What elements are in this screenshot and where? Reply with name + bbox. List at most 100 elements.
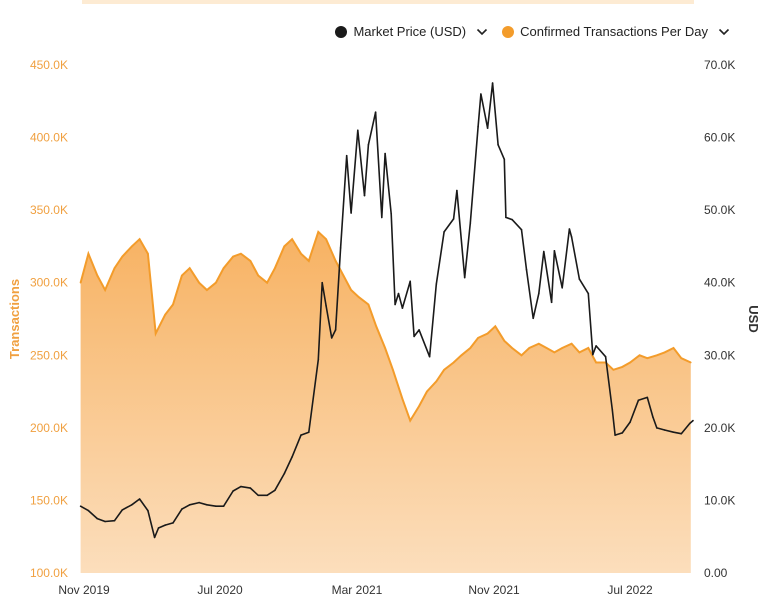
transactions-point [392,369,394,371]
price-point [435,283,438,286]
transactions-point [621,366,624,368]
price-point [656,427,658,429]
price-point [87,509,90,512]
transactions-point [154,332,157,335]
price-point [611,408,614,411]
transactions-point [545,347,548,349]
left-tick-label: 450.0K [30,58,68,72]
price-point [330,337,333,339]
transactions-point [690,361,692,364]
price-point [532,317,534,320]
transactions-point [672,347,675,349]
chevron-down-icon[interactable] [476,28,488,36]
legend-item-price[interactable]: Market Price (USD) [335,24,488,39]
transactions-point [570,342,573,345]
price-point [553,250,556,252]
transactions-point [131,245,133,248]
transactions-point [198,281,200,284]
transactions-point [257,274,260,277]
transactions-point [147,252,149,255]
price-point [283,472,286,475]
right-tick-label: 10.0K [704,493,735,507]
price-point [397,292,400,295]
transactions-point [553,351,556,354]
chevron-down-icon[interactable] [718,28,730,36]
transactions-point [629,361,631,364]
price-point [300,434,302,436]
price-point [578,278,581,280]
price-point [206,504,208,506]
legend-item-transactions[interactable]: Confirmed Transactions Per Day [502,24,730,39]
right-tick-label: 20.0K [704,421,735,435]
price-point [409,280,412,283]
price-point [374,111,377,113]
transactions-point [240,252,242,255]
transactions-point [528,347,531,349]
price-point [688,422,691,425]
price-point [232,490,234,492]
transactions-point [612,369,615,371]
left-axis-ticks: 100.0K 150.0K 200.0K 250.0K 300.0K 350.0K 400.… [30,58,68,580]
price-point [215,505,217,508]
price-point [363,194,366,197]
price-point [452,218,455,220]
transactions-point [384,347,386,349]
price-point [222,505,225,508]
right-axis-ticks: 0.00 10.0K 20.0K 30.0K 40.0K 50.0K 60.0K 70.0K [704,58,735,580]
transactions-point [334,260,337,262]
price-point [357,129,359,132]
price-line-series [79,82,694,539]
price-point [104,520,106,523]
transactions-point [79,281,82,284]
price-point [339,247,342,249]
left-tick-label: 200.0K [30,421,68,435]
x-tick-label: Mar 2021 [332,583,383,597]
price-point [164,524,166,526]
transactions-point [587,347,590,349]
price-point [443,231,445,233]
transactions-point [317,231,320,233]
price-point [486,127,489,129]
transactions-point [266,281,268,284]
price-point [592,353,594,356]
price-point [157,527,160,529]
price-point [413,335,415,338]
transactions-legend-dot-icon [502,25,515,38]
left-tick-label: 250.0K [30,348,68,362]
price-point [381,216,383,219]
price-point [604,355,607,358]
price-point [418,329,420,331]
legend-label-price: Market Price (USD) [353,24,467,39]
chart-top-strip [82,0,694,4]
transactions-point [418,405,420,407]
price-point [663,429,666,431]
right-tick-label: 50.0K [704,203,735,217]
right-tick-label: 70.0K [704,58,735,72]
price-point [538,292,540,295]
price-point [543,250,545,253]
price-point [491,82,494,84]
transactions-point [646,357,649,360]
price-point [394,303,396,306]
price-point [384,152,386,155]
left-tick-label: 150.0K [30,493,68,507]
price-point [463,276,466,279]
transactions-point [215,281,217,284]
price-point [680,432,683,435]
price-point [325,305,327,307]
price-point [345,154,348,157]
transactions-point [663,351,666,354]
transactions-point [638,354,641,357]
price-point [692,419,694,422]
transactions-point [232,255,234,258]
transactions-point [680,357,683,360]
price-point [131,504,133,506]
price-point [525,268,528,271]
transactions-point [656,354,658,357]
right-tick-label: 40.0K [704,276,735,290]
transactions-point [87,252,90,255]
left-tick-label: 350.0K [30,203,68,217]
transactions-point [486,332,489,335]
transactions-point [308,260,310,262]
